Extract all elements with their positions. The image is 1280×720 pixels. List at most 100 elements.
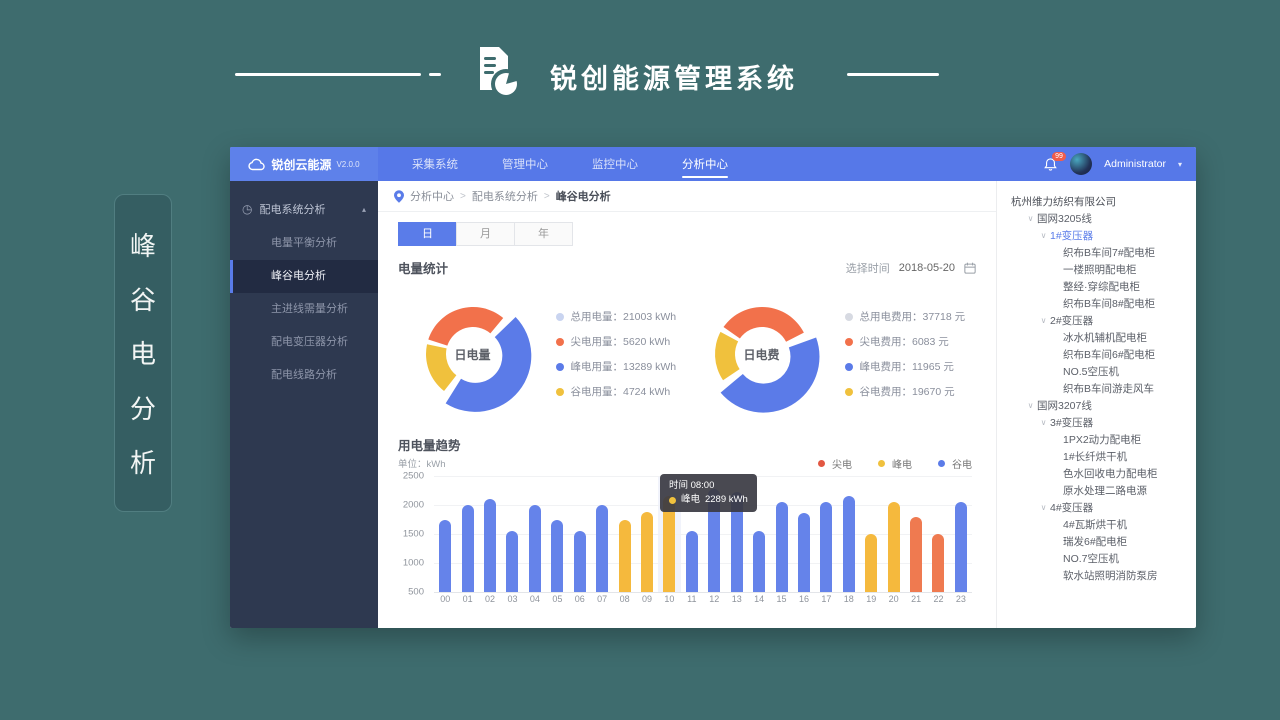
user-menu-caret-icon[interactable]: ▾ <box>1177 159 1182 169</box>
user-name[interactable]: Administrator <box>1104 158 1166 170</box>
bar-15[interactable] <box>775 502 788 592</box>
tree-item-22[interactable]: NO.7空压机 <box>1005 550 1188 567</box>
tree-item-10[interactable]: 织布B车间6#配电柜 <box>1005 346 1188 363</box>
bar-04[interactable] <box>528 505 541 592</box>
date-picker[interactable]: 选择时间 2018-05-20 <box>846 260 976 276</box>
bar-09[interactable] <box>641 511 653 592</box>
legend-item-谷电用量[interactable]: 谷电用量：4724 kWh <box>555 384 684 399</box>
tree-item-19[interactable]: ∨ 4#变压器 <box>1005 499 1188 516</box>
chevron-down-icon[interactable]: ∨ <box>1027 214 1034 223</box>
bar-01[interactable] <box>461 505 474 592</box>
legend-item-尖电用量[interactable]: 尖电用量：5620 kWh <box>555 334 684 349</box>
bar-21[interactable] <box>910 516 923 592</box>
bar-slot-13 <box>725 476 747 592</box>
bar-19[interactable] <box>865 534 878 592</box>
tab-年[interactable]: 年 <box>514 222 573 246</box>
x-label-18: 18 <box>843 594 854 604</box>
chevron-down-icon[interactable]: ∨ <box>1040 316 1047 325</box>
tree-item-2[interactable]: ∨ 国网3205线 <box>1005 210 1188 227</box>
tree-item-1[interactable]: 杭州维力纺织有限公司 <box>1005 193 1188 210</box>
bar-11[interactable] <box>685 531 698 592</box>
bar-16[interactable] <box>797 513 810 592</box>
x-label-13: 13 <box>731 594 742 604</box>
donut-segment-尖电[interactable] <box>723 306 804 342</box>
tab-月[interactable]: 月 <box>456 222 515 246</box>
donut-segment-谷电[interactable] <box>714 331 740 381</box>
tree-item-5[interactable]: 一楼照明配电柜 <box>1005 261 1188 278</box>
bar-08[interactable] <box>618 519 631 592</box>
tree-item-21[interactable]: 瑞发6#配电柜 <box>1005 533 1188 550</box>
legend-item-总用电费用[interactable]: 总用电费用：37718 元 <box>844 309 973 324</box>
legend-item-总用电量[interactable]: 总用电量：21003 kWh <box>555 309 684 324</box>
legend-item-峰电用量[interactable]: 峰电用量：13289 kWh <box>555 359 684 374</box>
nav-item-1[interactable]: 采集系统 <box>412 159 458 171</box>
chevron-down-icon[interactable]: ∨ <box>1040 418 1047 427</box>
tab-日[interactable]: 日 <box>398 222 457 246</box>
chart-legend-峰电[interactable]: 峰电 <box>878 456 912 471</box>
breadcrumb-part-1[interactable]: 分析中心 <box>410 191 454 203</box>
tree-item-17[interactable]: 色水回收电力配电柜 <box>1005 465 1188 482</box>
breadcrumb-part-3[interactable]: 峰谷电分析 <box>555 191 611 203</box>
donut-segment-尖电[interactable] <box>427 307 503 346</box>
bar-13[interactable] <box>730 491 743 592</box>
chevron-down-icon[interactable]: ∨ <box>1040 503 1047 512</box>
tree-item-12[interactable]: 织布B车间游走风车 <box>1005 380 1188 397</box>
tree-item-23[interactable]: 软水站照明消防泵房 <box>1005 567 1188 584</box>
bar-02[interactable] <box>484 499 497 592</box>
x-label-19: 19 <box>866 594 877 604</box>
bar-05[interactable] <box>551 519 564 592</box>
tree-item-4[interactable]: 织布B车间7#配电柜 <box>1005 244 1188 261</box>
bar-slot-16 <box>793 476 815 592</box>
nav-item-2[interactable]: 管理中心 <box>502 159 548 171</box>
bar-07[interactable] <box>596 505 609 592</box>
legend-item-谷电费用[interactable]: 谷电费用：19670 元 <box>844 384 973 399</box>
tree-item-9[interactable]: 冰水机辅机配电柜 <box>1005 329 1188 346</box>
tree-item-3[interactable]: ∨ 1#变压器 <box>1005 227 1188 244</box>
bar-22[interactable] <box>932 534 945 592</box>
bar-03[interactable] <box>506 531 519 592</box>
calendar-icon[interactable] <box>964 262 976 274</box>
bar-18[interactable] <box>842 495 855 592</box>
bar-10[interactable] <box>663 496 676 592</box>
breadcrumb-part-2[interactable]: 配电系统分析 <box>471 191 538 203</box>
nav-item-4[interactable]: 分析中心 <box>682 147 728 181</box>
legend-item-尖电费用[interactable]: 尖电费用：6083 元 <box>844 334 973 349</box>
bar-23[interactable] <box>954 502 967 592</box>
donut-segment-峰电[interactable] <box>720 337 819 413</box>
bar-14[interactable] <box>753 531 766 592</box>
sidebar-item-2[interactable]: 峰谷电分析 <box>230 260 378 293</box>
bar-00[interactable] <box>439 519 452 592</box>
donut-segment-谷电[interactable] <box>425 344 456 392</box>
tree-item-13[interactable]: ∨ 国网3207线 <box>1005 397 1188 414</box>
tree-item-18[interactable]: 原水处理二路电源 <box>1005 482 1188 499</box>
bar-20[interactable] <box>887 502 900 592</box>
tree-item-16[interactable]: 1#长纤烘干机 <box>1005 448 1188 465</box>
notification-bell-icon[interactable]: 99 <box>1043 151 1066 172</box>
tree-item-8[interactable]: ∨ 2#变压器 <box>1005 312 1188 329</box>
bar-12[interactable] <box>708 488 721 592</box>
tree-item-6[interactable]: 整经·穿综配电柜 <box>1005 278 1188 295</box>
legend-item-峰电费用[interactable]: 峰电费用：11965 元 <box>844 359 973 374</box>
legend-text: 总用电费用：37718 元 <box>859 311 966 323</box>
tree-item-14[interactable]: ∨ 3#变压器 <box>1005 414 1188 431</box>
donut-segment-峰电[interactable] <box>445 316 531 412</box>
tree-item-7[interactable]: 织布B车间8#配电柜 <box>1005 295 1188 312</box>
sidebar-group-peidian[interactable]: ◷ 配电系统分析 ▴ <box>230 191 378 227</box>
sidebar-item-3[interactable]: 主进线需量分析 <box>271 303 348 315</box>
date-picker-value[interactable]: 2018-05-20 <box>898 261 955 274</box>
chevron-down-icon[interactable]: ∨ <box>1040 231 1047 240</box>
chart-legend-谷电[interactable]: 谷电 <box>938 456 972 471</box>
tree-item-11[interactable]: NO.5空压机 <box>1005 363 1188 380</box>
sidebar-item-4[interactable]: 配电变压器分析 <box>271 336 348 348</box>
bar-06[interactable] <box>573 531 586 592</box>
chevron-down-icon[interactable]: ∨ <box>1027 401 1034 410</box>
tree-item-15[interactable]: 1PX2动力配电柜 <box>1005 431 1188 448</box>
sidebar-item-1[interactable]: 电量平衡分析 <box>271 237 337 249</box>
sidebar-item-5[interactable]: 配电线路分析 <box>271 369 337 381</box>
chart-legend-尖电[interactable]: 尖电 <box>818 456 852 471</box>
avatar[interactable] <box>1070 153 1093 175</box>
y-tick-1000: 1000 <box>402 557 424 569</box>
tree-item-20[interactable]: 4#瓦斯烘干机 <box>1005 516 1188 533</box>
nav-item-3[interactable]: 监控中心 <box>592 159 638 171</box>
bar-17[interactable] <box>820 502 833 592</box>
